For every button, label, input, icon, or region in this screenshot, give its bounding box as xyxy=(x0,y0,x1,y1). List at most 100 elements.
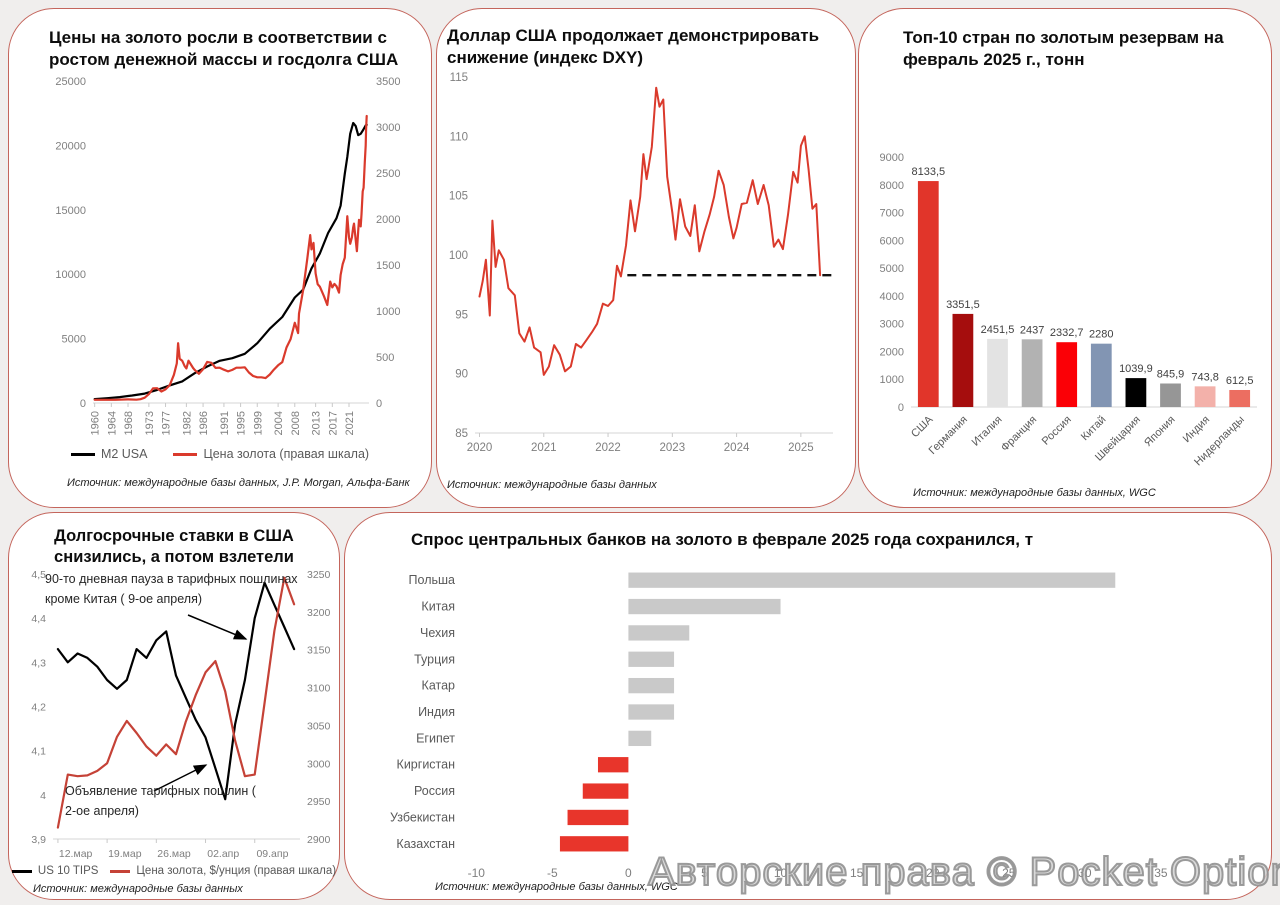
svg-text:115: 115 xyxy=(450,72,468,84)
svg-text:30: 30 xyxy=(1078,866,1092,880)
svg-text:20: 20 xyxy=(926,866,940,880)
legend-item-tips: US 10 TIPS xyxy=(11,865,98,877)
svg-text:25000: 25000 xyxy=(55,76,86,88)
svg-text:2020: 2020 xyxy=(467,442,493,454)
chart-title-m2-gold: Цены на золото росли в соответствии с ро… xyxy=(49,28,399,70)
svg-text:0: 0 xyxy=(898,402,904,414)
svg-text:1960: 1960 xyxy=(90,411,102,435)
svg-text:110: 110 xyxy=(450,131,468,143)
svg-text:1500: 1500 xyxy=(376,260,400,272)
svg-text:Индия: Индия xyxy=(1181,414,1212,445)
annotation-tariff-announcement: Объявление тарифных пошлин ( 2-ое апреля… xyxy=(65,784,256,818)
svg-text:Япония: Япония xyxy=(1142,414,1178,450)
svg-text:0: 0 xyxy=(376,398,382,410)
chart-title-reserves: Топ-10 стран по золотым резервам на февр… xyxy=(903,28,1224,70)
svg-text:6000: 6000 xyxy=(880,235,904,247)
svg-text:2013: 2013 xyxy=(311,411,323,435)
svg-text:Польша: Польша xyxy=(409,573,455,587)
svg-text:Россия: Россия xyxy=(414,784,455,798)
svg-text:3050: 3050 xyxy=(307,720,330,732)
m2-line-swatch xyxy=(70,452,95,456)
line-chart-svg: 0 5000 10000 15000 20000 25000 0 500 1000 1500 200… xyxy=(55,76,400,435)
svg-text:2280: 2280 xyxy=(1089,329,1113,341)
svg-text:1991: 1991 xyxy=(219,411,231,435)
svg-text:4: 4 xyxy=(40,790,46,802)
svg-text:Китая: Китая xyxy=(421,600,455,614)
panel-cb-demand: Спрос центральных банков на золото в фев… xyxy=(344,512,1272,900)
svg-text:2332,7: 2332,7 xyxy=(1050,327,1084,339)
hbar-chart-svg: Польша Китая Чехия Турция Катар Индия Египет Ки… xyxy=(390,572,1168,880)
svg-text:4000: 4000 xyxy=(880,291,904,303)
svg-text:Франция: Франция xyxy=(999,414,1039,454)
svg-text:0: 0 xyxy=(625,866,632,880)
svg-text:Египет: Египет xyxy=(416,731,455,745)
svg-text:Индия: Индия xyxy=(418,705,455,719)
svg-text:8133,5: 8133,5 xyxy=(911,166,945,178)
line-chart-svg: 85 90 95 100 105 110 115 2020 2021 2022 2023 2024 20… xyxy=(449,72,833,454)
svg-text:1973: 1973 xyxy=(144,411,156,435)
svg-text:612,5: 612,5 xyxy=(1226,375,1254,387)
svg-text:7000: 7000 xyxy=(880,208,904,220)
svg-text:-10: -10 xyxy=(468,866,486,880)
legend-m2-gold: M2 USA Цена золота (правая шкала) xyxy=(9,447,431,461)
svg-text:4,1: 4,1 xyxy=(31,746,46,758)
line-chart-svg: 3,9 4 4,1 4,2 4,3 4,4 4,5 2900 2950 3000 3050 3100 3… xyxy=(31,569,330,860)
source-note: Источник: международные базы данных, WGC xyxy=(435,881,678,893)
svg-text:15: 15 xyxy=(850,866,864,880)
svg-text:Казахстан: Казахстан xyxy=(396,837,455,851)
svg-text:Россия: Россия xyxy=(1040,414,1074,448)
svg-text:2451,5: 2451,5 xyxy=(981,324,1015,336)
svg-text:2024: 2024 xyxy=(724,442,750,454)
svg-text:3000: 3000 xyxy=(376,122,400,134)
legend-item-m2: M2 USA xyxy=(70,447,147,461)
svg-text:2021: 2021 xyxy=(531,442,557,454)
svg-text:3,9: 3,9 xyxy=(31,834,46,846)
legend-item-gold-oz: Цена золота, $/унция (правая шкала) xyxy=(110,865,336,877)
svg-text:26.мар: 26.мар xyxy=(157,848,191,860)
gold-oz-line-swatch xyxy=(110,869,131,873)
chart-title-rates: Долгосрочные ставки в США снизились, а п… xyxy=(54,527,294,567)
svg-text:500: 500 xyxy=(376,352,394,364)
svg-text:12.мар: 12.мар xyxy=(59,848,93,860)
source-note: Источник: международные базы данных, WGC xyxy=(913,487,1156,499)
svg-text:845,9: 845,9 xyxy=(1157,369,1185,381)
svg-text:-5: -5 xyxy=(547,866,558,880)
panel-us-rates: Долгосрочные ставки в США снизились, а п… xyxy=(8,512,340,900)
svg-text:1999: 1999 xyxy=(252,411,264,435)
gold-line-swatch xyxy=(173,452,198,456)
svg-text:105: 105 xyxy=(449,191,468,203)
svg-text:2500: 2500 xyxy=(376,168,400,180)
svg-text:Катар: Катар xyxy=(422,679,455,693)
svg-text:02.апр: 02.апр xyxy=(207,848,239,860)
svg-text:2017: 2017 xyxy=(327,411,339,435)
svg-text:2900: 2900 xyxy=(307,834,330,846)
legend-label-gold-oz: Цена золота, $/унция (правая шкала) xyxy=(136,865,337,877)
svg-text:2021: 2021 xyxy=(344,411,356,435)
svg-text:100: 100 xyxy=(449,250,468,262)
source-note: Источник: международные базы данных xyxy=(33,883,243,895)
svg-text:2004: 2004 xyxy=(273,411,285,435)
svg-text:2000: 2000 xyxy=(880,346,904,358)
panel-m2-gold: Цены на золото росли в соответствии с ро… xyxy=(8,8,432,508)
svg-text:Китай: Китай xyxy=(1079,414,1109,444)
legend-rates: US 10 TIPS Цена золота, $/унция (правая … xyxy=(9,865,339,877)
source-note: Источник: международные базы данных, J.P… xyxy=(67,477,410,489)
svg-text:2008: 2008 xyxy=(290,411,302,435)
svg-text:1982: 1982 xyxy=(181,411,193,435)
svg-text:2025: 2025 xyxy=(788,442,814,454)
svg-text:3500: 3500 xyxy=(376,76,400,88)
svg-text:1986: 1986 xyxy=(198,411,210,435)
svg-text:85: 85 xyxy=(455,428,468,440)
legend-label-gold: Цена золота (правая шкала) xyxy=(203,447,370,461)
panel-gold-reserves: Топ-10 стран по золотым резервам на февр… xyxy=(858,8,1272,508)
svg-text:4,3: 4,3 xyxy=(31,657,46,669)
svg-text:09.апр: 09.апр xyxy=(256,848,288,860)
svg-text:4,4: 4,4 xyxy=(31,613,46,625)
svg-text:9000: 9000 xyxy=(880,152,904,164)
svg-text:1039,9: 1039,9 xyxy=(1119,363,1153,375)
source-note: Источник: международные базы данных xyxy=(447,479,657,491)
dxy-line-chart: 85 90 95 100 105 110 115 2020 2021 2022 2023 2024 20… xyxy=(445,69,849,459)
svg-text:8000: 8000 xyxy=(880,180,904,192)
svg-text:1000: 1000 xyxy=(376,306,400,318)
svg-text:3150: 3150 xyxy=(307,645,330,657)
